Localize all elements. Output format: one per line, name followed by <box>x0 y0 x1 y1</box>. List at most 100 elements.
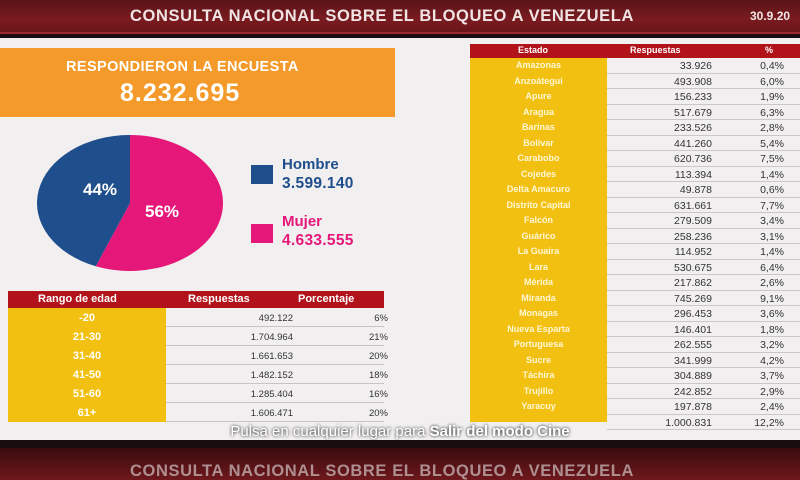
state-percent-cell: 2,8% <box>760 122 784 134</box>
state-percent-cell: 3,6% <box>760 308 784 320</box>
cinema-hint-prefix: Pulsa en cualquier lugar para <box>230 423 430 440</box>
state-responses-cell: 114.952 <box>674 246 712 258</box>
state-percent-cell: 9,1% <box>760 292 784 305</box>
state-percent-cell: 2,9% <box>760 385 784 398</box>
state-responses-cell: 279.509 <box>674 215 712 227</box>
state-table-row: Bolívar 441.260 5,4% <box>470 136 800 152</box>
row-divider <box>166 421 384 422</box>
state-responses-cell: 156.233 <box>674 91 712 103</box>
state-table-row: Amazonas 33.926 0,4% <box>470 58 800 74</box>
row-divider <box>607 320 800 322</box>
age-responses-cell: 1.482.152 <box>250 370 293 381</box>
state-responses-cell: 304.889 <box>674 370 712 382</box>
age-responses-cell: 492.122 <box>258 313 293 324</box>
row-divider <box>607 258 800 260</box>
age-range-cell: 31-40 <box>72 350 102 362</box>
row-divider <box>607 119 800 120</box>
state-responses-cell: 217.862 <box>674 277 712 289</box>
row-divider <box>166 364 384 365</box>
age-table-row: -20 492.122 6% <box>8 308 388 327</box>
state-name-cell: Delta Amacuro <box>506 184 571 194</box>
state-responses-cell: 49.878 <box>679 184 712 196</box>
state-name-cell: Amazonas <box>515 60 561 70</box>
state-percent-cell: 12,2% <box>754 416 784 429</box>
row-divider <box>607 72 800 74</box>
state-responses-cell: 493.908 <box>674 75 712 88</box>
age-responses-cell: 1.606.471 <box>250 408 293 419</box>
legend-value-mujer: 4.633.555 <box>282 232 354 249</box>
state-percent-cell: 7,5% <box>760 153 784 165</box>
age-range-cell: -20 <box>79 312 95 324</box>
state-percent-cell: 2,4% <box>760 401 784 413</box>
state-percent-cell: 2,6% <box>760 277 784 289</box>
state-table-row: Guárico 258.236 3,1% <box>470 229 800 245</box>
age-table-row: 41-50 1.482.152 18% <box>8 365 388 384</box>
state-responses-cell: 242.852 <box>674 385 712 398</box>
row-divider <box>607 103 800 105</box>
state-percent-cell: 5,4% <box>760 137 784 150</box>
state-table-row: Monagas 296.453 3,6% <box>470 306 800 322</box>
state-responses-cell: 341.999 <box>674 354 712 367</box>
state-table-row: Carabobo 620.736 7,5% <box>470 151 800 167</box>
age-percent-cell: 21% <box>368 332 388 343</box>
state-percent-cell: 3,4% <box>760 215 784 227</box>
total-responses-value: 8.232.695 <box>120 79 241 107</box>
state-responses-cell: 262.555 <box>674 339 712 351</box>
state-name-cell: Barinas <box>521 122 556 132</box>
state-table-row: Distrito Capital 631.661 7,7% <box>470 198 800 214</box>
legend-swatch-hombre <box>251 165 273 184</box>
date-label: 30.9.20 <box>750 9 791 23</box>
exit-cinema-mode-link[interactable]: Salir del modo Cine <box>429 423 570 440</box>
state-percent-cell: 1,4% <box>760 168 784 181</box>
state-name-cell: Lara <box>528 261 548 272</box>
state-responses-cell: 33.926 <box>679 60 712 72</box>
state-name-cell: Apure <box>525 91 552 101</box>
pie-slice-hombre <box>36 135 130 267</box>
age-table-row: 21-30 1.704.964 21% <box>8 327 388 346</box>
row-divider <box>607 227 800 229</box>
state-responses-cell: 745.269 <box>674 292 712 305</box>
legend-value-hombre: 3.599.140 <box>282 175 354 192</box>
state-table-row: Yaracuy 197.878 2,4% <box>470 399 800 415</box>
age-range-cell: 21-30 <box>72 331 102 343</box>
age-header-range: Rango de edad <box>38 293 117 305</box>
age-responses-cell: 1.661.653 <box>250 351 293 362</box>
state-table-row: Trujillo 242.852 2,9% <box>470 384 800 400</box>
age-header-percent: Porcentaje <box>298 293 355 305</box>
pie-label-mujer: 56% <box>145 202 179 221</box>
row-divider <box>607 305 800 306</box>
state-table-row: 1.000.831 12,2% <box>470 415 800 431</box>
row-divider <box>607 150 800 151</box>
state-header-responses: Respuestas <box>630 45 681 55</box>
top-title-bar: CONSULTA NACIONAL SOBRE EL BLOQUEO A VEN… <box>0 0 800 34</box>
page-title: CONSULTA NACIONAL SOBRE EL BLOQUEO A VEN… <box>130 7 634 25</box>
state-responses-cell: 113.394 <box>674 168 712 181</box>
age-responses-cell: 1.285.404 <box>250 389 293 400</box>
state-table-header: Estado Respuestas % <box>470 44 800 58</box>
state-responses-cell: 233.526 <box>674 122 712 134</box>
row-divider <box>607 351 800 353</box>
row-divider <box>166 326 384 327</box>
row-divider <box>607 382 800 384</box>
state-name-cell: Nueva Esparta <box>507 323 570 334</box>
state-percent-cell: 7,7% <box>760 199 784 212</box>
state-table-row: Lara 530.675 6,4% <box>470 260 800 276</box>
cinema-mode-hint[interactable]: Pulsa en cualquier lugar para Salir del … <box>0 423 800 441</box>
row-divider <box>166 345 384 346</box>
state-table-row: Falcón 279.509 3,4% <box>470 213 800 229</box>
state-table-row: Cojedes 113.394 1,4% <box>470 167 800 183</box>
state-percent-cell: 1,8% <box>760 323 784 336</box>
row-divider <box>166 402 384 403</box>
state-header-percent: % <box>765 45 774 55</box>
state-responses-cell: 197.878 <box>674 401 712 413</box>
total-responses-label: RESPONDIERON LA ENCUESTA <box>66 59 299 75</box>
state-name-cell: Yaracuy <box>521 401 556 411</box>
age-range-cell: 61+ <box>77 407 97 419</box>
state-table-row: Anzoátegui 493.908 6,0% <box>470 74 800 90</box>
state-percent-cell: 1,9% <box>760 91 784 103</box>
legend-label-mujer: Mujer <box>282 213 323 230</box>
row-divider <box>607 134 800 136</box>
pie-slice-mujer <box>95 135 223 271</box>
state-table-row: Delta Amacuro 49.878 0,6% <box>470 182 800 198</box>
state-responses-cell: 441.260 <box>674 137 712 150</box>
